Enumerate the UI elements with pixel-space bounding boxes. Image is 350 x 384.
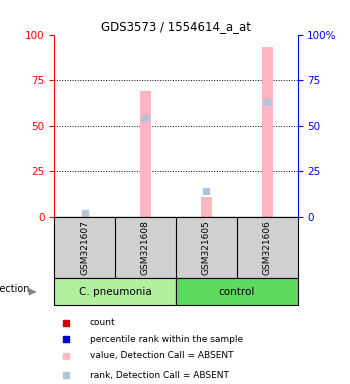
Text: percentile rank within the sample: percentile rank within the sample bbox=[90, 334, 243, 344]
Text: GSM321606: GSM321606 bbox=[262, 220, 272, 275]
Bar bbox=[261, 47, 273, 217]
Bar bbox=[176, 278, 298, 305]
Bar bbox=[140, 91, 151, 217]
Text: rank, Detection Call = ABSENT: rank, Detection Call = ABSENT bbox=[90, 371, 229, 379]
Text: value, Detection Call = ABSENT: value, Detection Call = ABSENT bbox=[90, 351, 233, 360]
Bar bbox=[54, 278, 176, 305]
Text: GSM321605: GSM321605 bbox=[202, 220, 211, 275]
Text: count: count bbox=[90, 318, 115, 327]
Text: control: control bbox=[218, 287, 255, 297]
Text: infection: infection bbox=[0, 284, 30, 294]
Text: C. pneumonia: C. pneumonia bbox=[79, 287, 152, 297]
Text: GSM321608: GSM321608 bbox=[141, 220, 150, 275]
Title: GDS3573 / 1554614_a_at: GDS3573 / 1554614_a_at bbox=[101, 20, 251, 33]
Text: GSM321607: GSM321607 bbox=[80, 220, 89, 275]
Bar bbox=[201, 197, 212, 217]
